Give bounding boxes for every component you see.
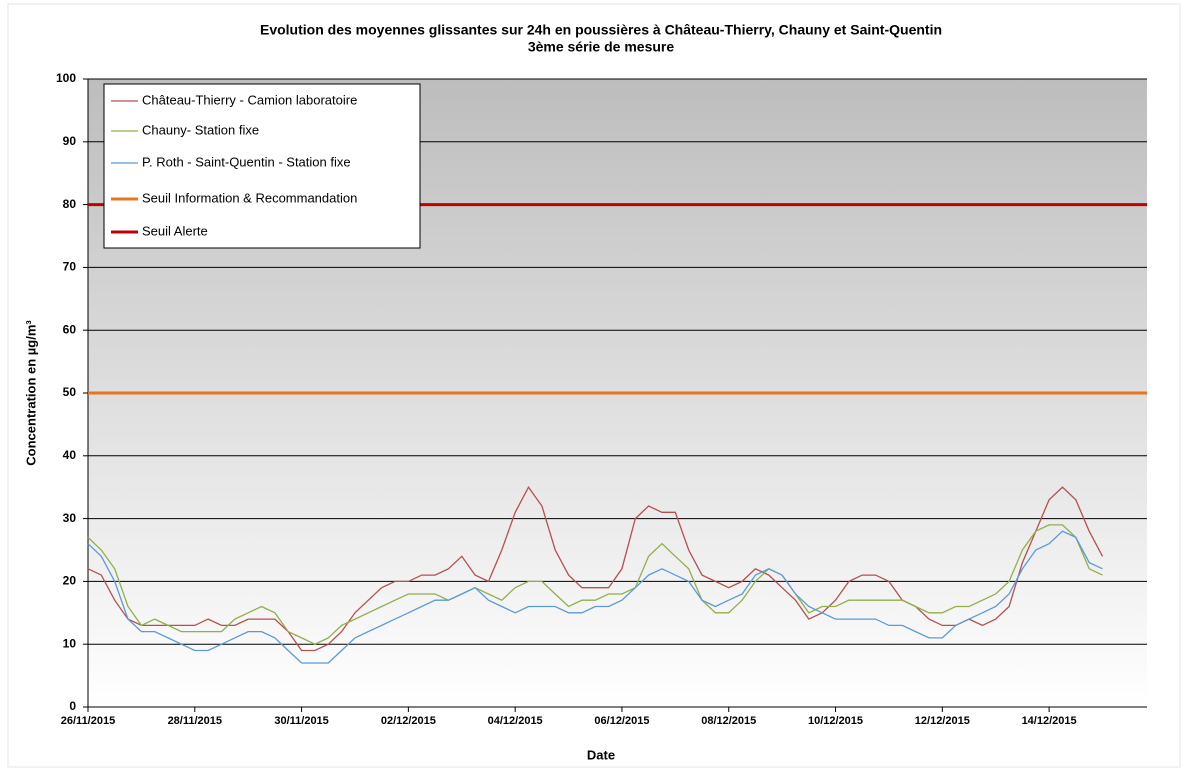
y-tick-label: 20	[63, 574, 77, 588]
x-tick-label: 10/12/2015	[808, 715, 863, 727]
legend-label: Seuil Alerte	[142, 223, 208, 238]
series-line	[87, 485, 1104, 652]
x-tick-label: 12/12/2015	[915, 715, 970, 727]
x-tick-label: 06/12/2015	[594, 715, 649, 727]
y-tick-label: 90	[63, 134, 77, 148]
y-tick-label: 30	[63, 511, 77, 525]
x-tick-label: 28/11/2015	[168, 715, 222, 727]
y-tick-label: 80	[63, 197, 77, 211]
series-line	[87, 530, 1103, 664]
legend: Château-Thierry - Camion laboratoire Chau…	[103, 83, 421, 249]
marks	[87, 203, 1147, 664]
x-tick-label: 30/11/2015	[274, 715, 328, 727]
y-tick-label: 70	[63, 260, 77, 274]
legend-label: Château-Thierry - Camion laboratoire	[142, 92, 357, 107]
legend-label: Seuil Information & Recommandation	[142, 190, 357, 205]
legend-box	[103, 83, 421, 249]
x-tick-label: 14/12/2015	[1022, 715, 1077, 727]
chart-title: Evolution des moyennes glissantes sur 24…	[260, 22, 942, 38]
series-line	[87, 524, 1103, 645]
x-tick-label: 26/11/2015	[61, 715, 115, 727]
y-tick-label: 40	[63, 448, 77, 462]
y-tick-label: 100	[56, 71, 76, 85]
chart-subtitle: 3ème série de mesure	[528, 39, 675, 55]
legend-label: P. Roth - Saint-Quentin - Station fixe	[142, 154, 351, 169]
y-tick-label: 60	[63, 322, 77, 336]
x-tick-label: 04/12/2015	[488, 715, 543, 727]
x-axis-label: Date	[587, 747, 615, 762]
y-tick-label: 10	[63, 636, 77, 650]
y-tick-label: 50	[63, 385, 77, 399]
y-tick-label: 0	[69, 699, 76, 713]
x-tick-label: 08/12/2015	[701, 715, 756, 727]
y-axis-label: Concentration en µg/m³	[23, 320, 38, 466]
legend-label: Chauny- Station fixe	[142, 122, 259, 137]
x-tick-label: 02/12/2015	[381, 715, 436, 727]
